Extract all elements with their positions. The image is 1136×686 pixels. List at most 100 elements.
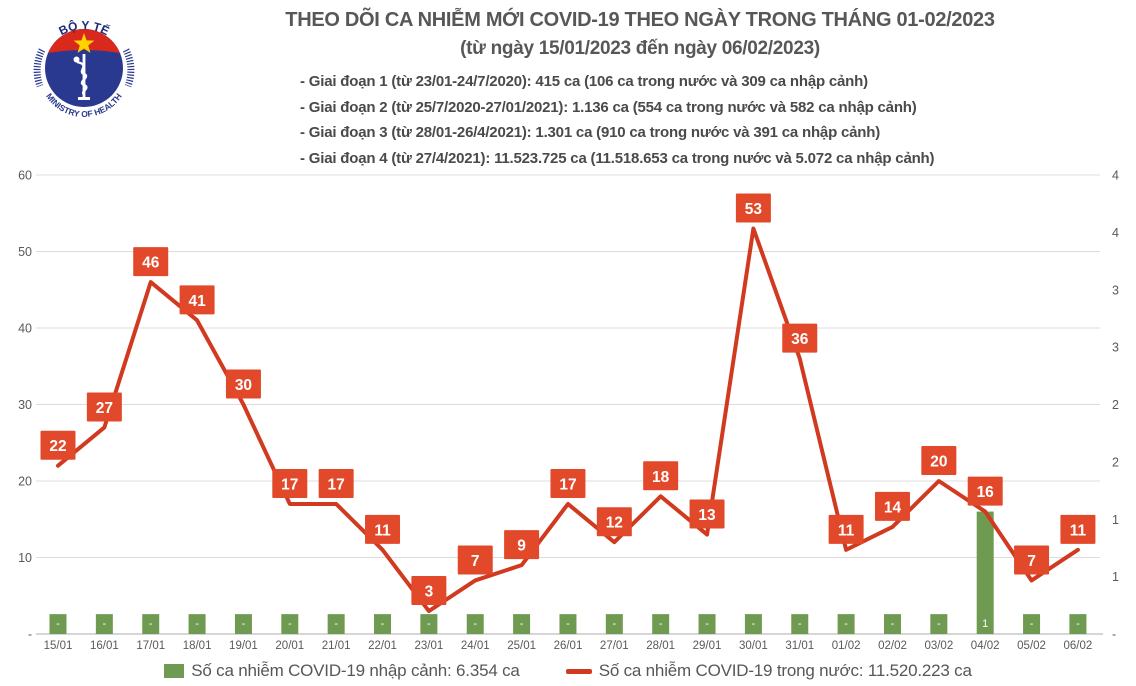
y-axis-tick-label: 60	[18, 169, 32, 183]
imported-bar-label: -	[798, 618, 802, 630]
x-axis-tick-label: 16/01	[90, 640, 119, 652]
imported-bar	[420, 614, 438, 634]
logo-snake-head	[73, 56, 80, 63]
domestic-point-label-box	[967, 476, 1003, 506]
y2-axis-tick-label: 3	[1112, 283, 1119, 297]
imported-bar	[976, 511, 994, 634]
imported-bar-label: -	[103, 618, 107, 630]
x-axis-tick-label: 27/01	[600, 640, 629, 652]
x-axis-tick-label: 19/01	[229, 640, 258, 652]
x-axis-tick-label: 04/02	[971, 640, 1000, 652]
imported-bar	[466, 614, 484, 634]
domestic-point-label: 20	[930, 454, 947, 471]
imported-bar-label: -	[891, 618, 895, 630]
x-axis-tick-label: 28/01	[646, 640, 675, 652]
chart-header: THEO DÕI CA NHIỄM MỚI COVID-19 THEO NGÀY…	[140, 6, 1136, 63]
x-axis-tick-label: 25/01	[507, 640, 536, 652]
domestic-point-label-box	[874, 491, 910, 521]
x-axis-tick-label: 26/01	[554, 640, 583, 652]
y-axis-tick-label: 40	[18, 322, 32, 336]
domestic-point-label: 14	[884, 499, 902, 516]
domestic-point-label: 11	[1070, 522, 1087, 539]
domestic-point-label-box	[86, 392, 122, 422]
y-axis-tick-label: 20	[18, 475, 32, 489]
domestic-point-label: 41	[188, 293, 206, 310]
legend-item-domestic: Số ca nhiễm COVID-19 trong nước: 11.520.…	[565, 661, 972, 681]
chart-legend: Số ca nhiễm COVID-19 nhập cảnh: 6.354 ca…	[0, 656, 1136, 686]
imported-bar-label: -	[612, 618, 616, 630]
imported-bar-label: -	[844, 618, 848, 630]
domestic-point-label-box	[504, 530, 540, 560]
stage-summary-list: - Giai đoạn 1 (từ 23/01-24/7/2020): 415 …	[300, 69, 1100, 171]
x-axis-tick-label: 17/01	[136, 640, 165, 652]
stage-2-summary: - Giai đoạn 2 (từ 25/7/2020-27/01/2021):…	[300, 98, 917, 116]
domestic-point-label: 27	[96, 400, 113, 417]
y-axis-tick-label: 50	[18, 245, 32, 259]
domestic-point-label: 46	[142, 255, 160, 272]
domestic-point-label: 7	[1027, 553, 1036, 570]
domestic-point-label-box	[782, 323, 818, 353]
y-axis-tick-label: -	[28, 628, 32, 642]
domestic-point-label-box	[40, 430, 76, 460]
x-axis-tick-label: 01/02	[832, 640, 861, 652]
imported-bar-label: -	[705, 618, 709, 630]
imported-bar	[1069, 614, 1087, 634]
x-axis-tick-label: 22/01	[368, 640, 397, 652]
domestic-point-label-box	[735, 193, 771, 223]
stage-1-summary: - Giai đoạn 1 (từ 23/01-24/7/2020): 415 …	[300, 73, 868, 90]
legend-label-domestic: Số ca nhiễm COVID-19 trong nước: 11.520.…	[598, 661, 972, 680]
x-axis-tick-label: 15/01	[44, 640, 73, 652]
domestic-point-label: 11	[838, 522, 855, 539]
imported-bar-label: -	[149, 618, 153, 630]
x-axis-tick-label: 02/02	[878, 640, 907, 652]
domestic-point-label: 13	[698, 507, 716, 524]
imported-bar	[188, 614, 206, 634]
domestic-point-label-box	[921, 446, 957, 475]
logo-star-icon	[73, 33, 95, 53]
imported-bar-label: -	[752, 618, 756, 630]
imported-bar	[327, 614, 345, 634]
imported-bar-label: -	[56, 618, 60, 630]
logo-left-hatch	[33, 48, 46, 88]
imported-bar	[837, 614, 855, 634]
domestic-series-swatch-icon	[565, 668, 592, 674]
imported-bar-label: -	[427, 618, 431, 630]
domestic-point-label: 17	[559, 476, 576, 493]
y-axis-tick-label: 10	[18, 551, 32, 565]
domestic-point-label-box	[689, 499, 725, 529]
logo-top-text: BỘ Y TẾ	[57, 18, 112, 38]
y2-axis-tick-label: 1	[1112, 513, 1119, 527]
imported-bar	[698, 614, 716, 634]
imported-bar	[883, 614, 901, 634]
imported-bar	[791, 614, 809, 634]
x-axis-tick-label: 18/01	[183, 640, 212, 652]
imported-bar	[234, 614, 252, 634]
y2-axis-tick-label: 2	[1112, 455, 1119, 469]
domestic-point-label-box	[457, 545, 493, 575]
domestic-point-label: 22	[49, 438, 66, 455]
x-axis-tick-label: 05/02	[1017, 640, 1046, 652]
logo-right-hatch	[122, 48, 135, 88]
domestic-point-label: 11	[374, 522, 391, 539]
imported-bar-label: -	[566, 618, 570, 630]
domestic-point-label-box	[596, 507, 632, 537]
domestic-point-label: 17	[328, 476, 345, 493]
y-axis-tick-label: 30	[18, 398, 32, 412]
domestic-point-label: 53	[745, 201, 763, 218]
legend-item-imported: Số ca nhiễm COVID-19 nhập cảnh: 6.354 ca	[164, 661, 520, 681]
y2-axis-tick-label: 4	[1112, 169, 1119, 183]
imported-bar	[652, 614, 670, 634]
page-title: THEO DÕI CA NHIỄM MỚI COVID-19 THEO NGÀY…	[285, 9, 995, 31]
y2-axis-tick-label: 4	[1112, 226, 1119, 240]
domestic-point-label: 16	[977, 484, 995, 501]
domestic-point-label-box	[365, 514, 401, 544]
imported-bar	[744, 614, 762, 634]
logo-graphic: BỘ Y TẾ MINISTRY OF HEALTH	[33, 18, 135, 119]
imported-bar-label: -	[381, 618, 385, 630]
imported-bar	[513, 614, 531, 634]
domestic-point-label-box	[1014, 545, 1050, 575]
x-axis-tick-label: 06/02	[1064, 640, 1093, 652]
imported-bar-label: -	[1030, 618, 1034, 630]
